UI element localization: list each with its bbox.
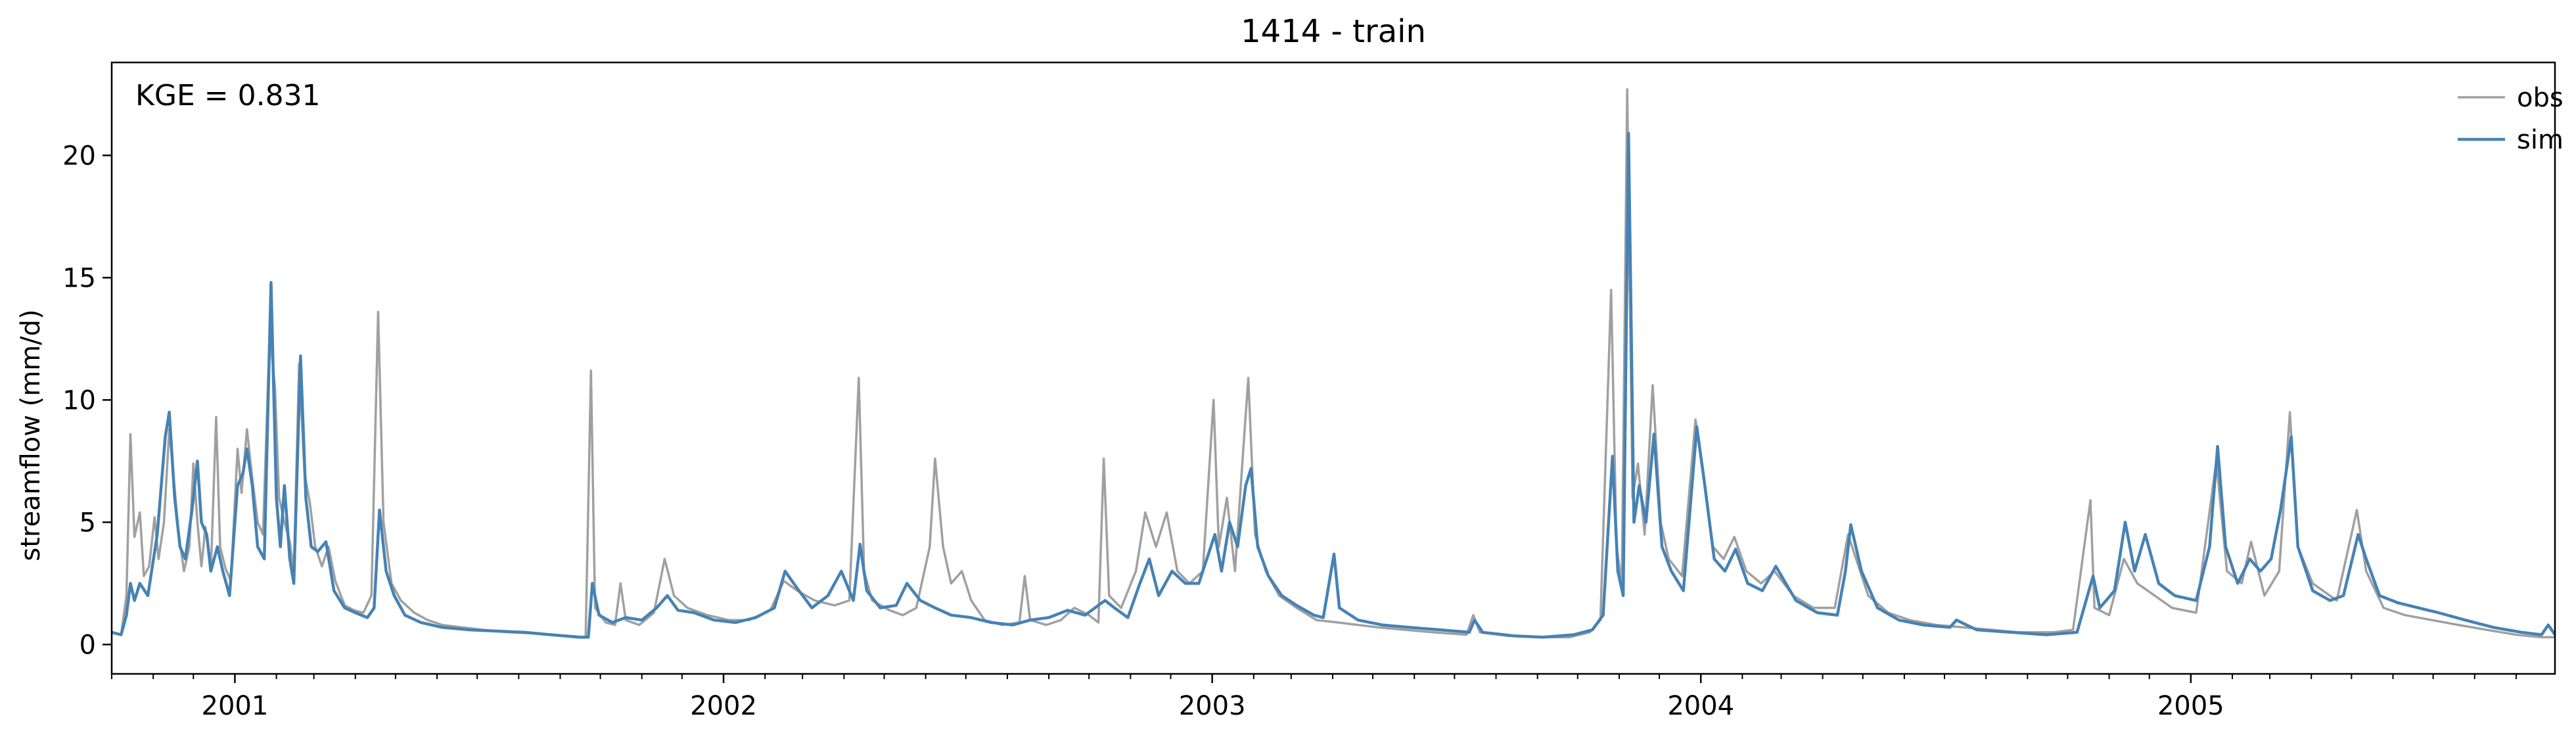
y-tick-label: 0 — [80, 630, 96, 660]
x-tick-label: 2005 — [2157, 691, 2224, 721]
plot-frame — [110, 61, 2556, 675]
y-tick-label: 10 — [62, 385, 96, 415]
y-axis-title: streamflow (mm/d) — [16, 309, 46, 561]
y-tick-label: 15 — [62, 263, 96, 293]
x-tick-label: 2004 — [1667, 691, 1734, 721]
y-tick-label: 5 — [80, 508, 96, 538]
chart-title: 1414 - train — [1241, 13, 1426, 50]
legend: obs sim — [2458, 83, 2564, 155]
sim-line — [112, 131, 2555, 639]
y-tick-label: 20 — [62, 141, 96, 171]
legend-label-sim: sim — [2517, 125, 2564, 155]
x-tick-label: 2002 — [690, 691, 757, 721]
x-tick-label: 2003 — [1179, 691, 1246, 721]
x-axis: 2001 2002 2003 2004 2005 — [111, 674, 2517, 721]
legend-label-obs: obs — [2517, 83, 2564, 113]
kge-annotation: KGE = 0.831 — [135, 79, 321, 112]
y-axis: 0 5 10 15 20 — [62, 141, 112, 660]
x-tick-label: 2001 — [202, 691, 269, 721]
